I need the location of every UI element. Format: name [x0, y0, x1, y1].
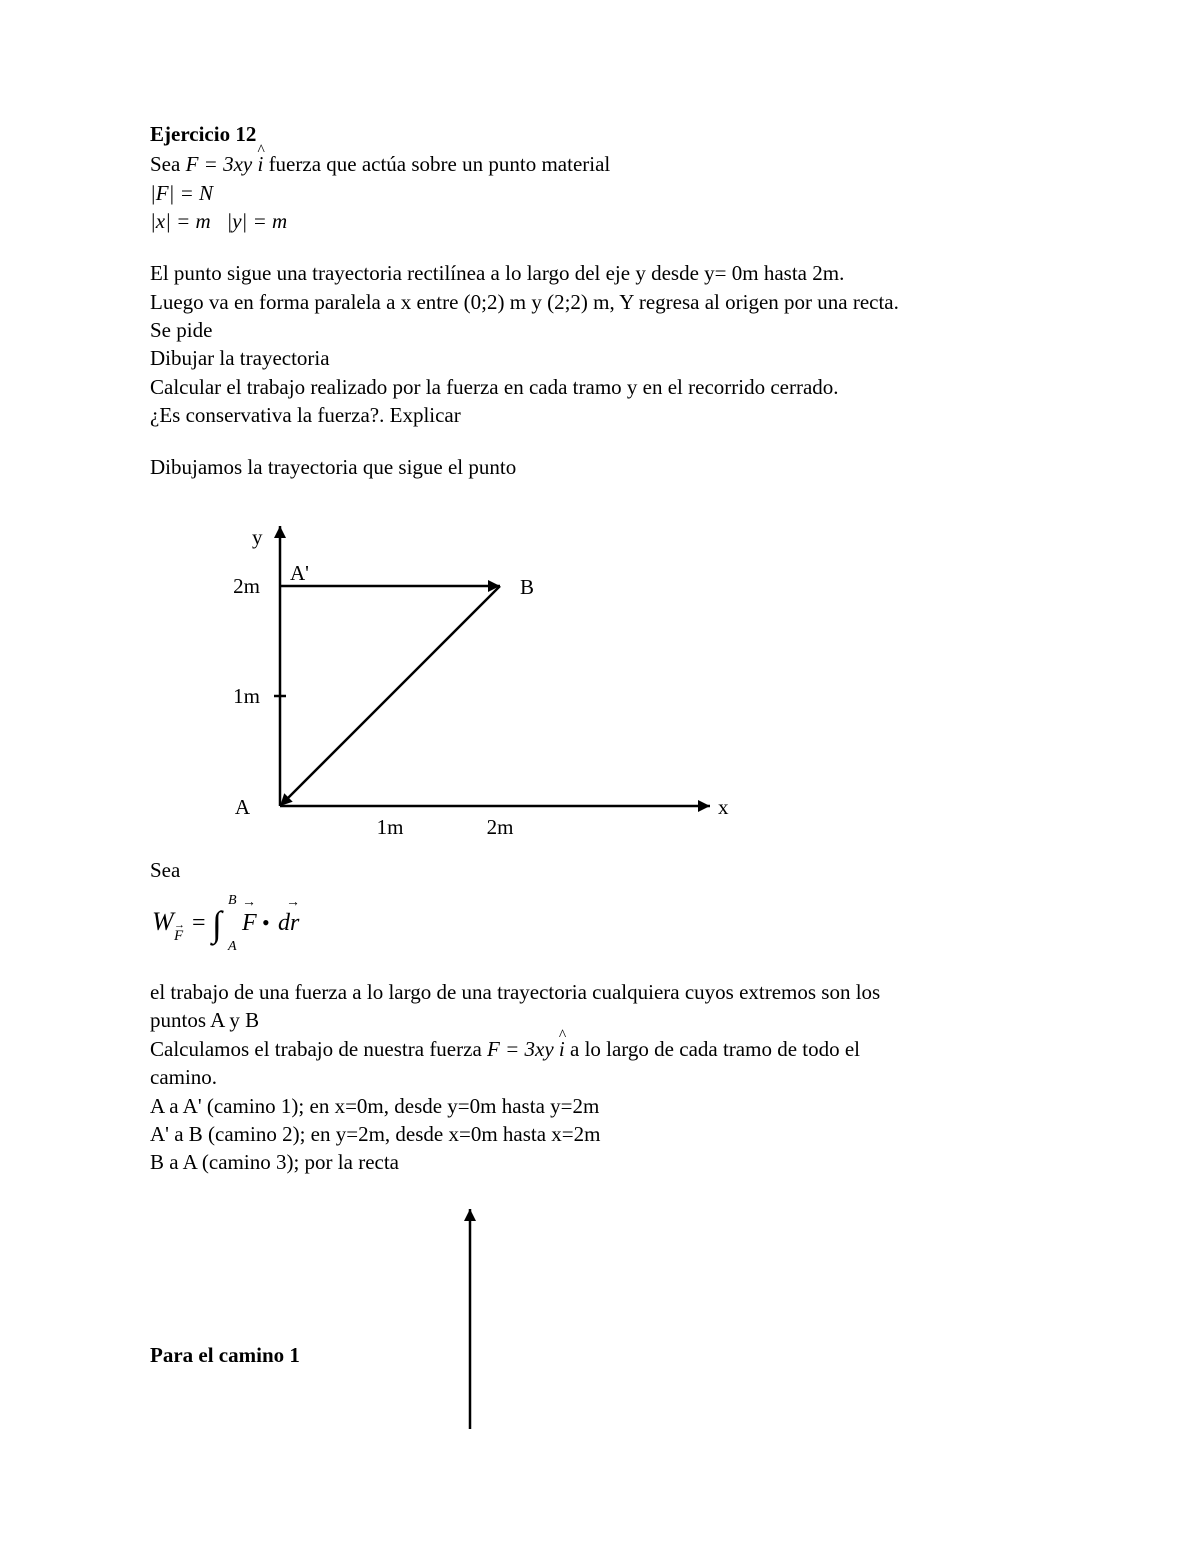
p3-l6: A' a B (camino 2); en y=2m, desde x=0m h… — [150, 1120, 1050, 1148]
svg-text:A: A — [227, 939, 237, 954]
p3-l1: el trabajo de una fuerza a lo largo de u… — [150, 978, 1050, 1006]
unit-xy: |x| = m |y| = m — [150, 207, 1050, 235]
trajectory-diagram: x y 1m 2m 1m 2m A A' B — [150, 506, 1050, 856]
svg-text:F: F — [241, 910, 257, 936]
work-formula: WF→=∫BAF→•dr→ — [150, 884, 1050, 954]
p3-l5: A a A' (camino 1); en x=0m, desde y=0m h… — [150, 1092, 1050, 1120]
force-expr: F = 3xy — [186, 152, 253, 176]
svg-text:y: y — [252, 525, 263, 549]
title: Ejercicio 12 — [150, 120, 1050, 148]
force-unitvec: i — [257, 150, 263, 178]
p1-l1: El punto sigue una trayectoria rectilíne… — [150, 259, 1050, 287]
p3-l4: camino. — [150, 1063, 1050, 1091]
svg-text:=: = — [192, 910, 206, 936]
p1-l2: Luego va en forma paralela a x entre (0;… — [150, 288, 1050, 316]
unit-x: |x| = m — [150, 209, 211, 233]
svg-text:dr: dr — [278, 910, 300, 936]
p1-l6: ¿Es conservativa la fuerza?. Explicar — [150, 401, 1050, 429]
p3-l3-pre: Calculamos el trabajo de nuestra fuerza — [150, 1037, 487, 1061]
unit-F: |F| = N — [150, 179, 1050, 207]
unit-y: |y| = m — [226, 209, 287, 233]
svg-text:2m: 2m — [487, 815, 514, 839]
svg-text:→: → — [286, 895, 300, 910]
p1-l5: Calcular el trabajo realizado por la fue… — [150, 373, 1050, 401]
svg-text:W: W — [152, 907, 176, 936]
sea: Sea — [150, 856, 1050, 884]
p1-l4: Dibujar la trayectoria — [150, 344, 1050, 372]
line1: Sea F = 3xy i fuerza que actúa sobre un … — [150, 150, 1050, 178]
svg-text:A': A' — [290, 561, 309, 585]
line1-pre: Sea — [150, 152, 186, 176]
svg-text:A: A — [235, 795, 251, 819]
svg-text:•: • — [262, 910, 270, 935]
svg-text:1m: 1m — [233, 684, 260, 708]
p2: Dibujamos la trayectoria que sigue el pu… — [150, 453, 1050, 481]
svg-text:x: x — [718, 795, 729, 819]
svg-text:→: → — [174, 919, 185, 931]
force-expr-2: F = 3xy — [487, 1037, 554, 1061]
force-unitvec-2: i — [559, 1035, 565, 1063]
svg-text:2m: 2m — [233, 574, 260, 598]
line1-post: fuerza que actúa sobre un punto material — [269, 152, 611, 176]
svg-text:1m: 1m — [377, 815, 404, 839]
svg-text:B: B — [520, 575, 534, 599]
camino1-title: Para el camino 1 — [150, 1341, 300, 1369]
svg-text:→: → — [242, 895, 256, 910]
svg-text:∫: ∫ — [210, 904, 224, 946]
vertical-arrow-icon — [450, 1201, 490, 1431]
p3-l3-post: a lo largo de cada tramo de todo el — [570, 1037, 860, 1061]
p3-l7: B a A (camino 3); por la recta — [150, 1148, 1050, 1176]
p3-l3: Calculamos el trabajo de nuestra fuerza … — [150, 1035, 1050, 1063]
svg-text:B: B — [228, 893, 237, 908]
p1-l3: Se pide — [150, 316, 1050, 344]
p3-l2: puntos A y B — [150, 1006, 1050, 1034]
